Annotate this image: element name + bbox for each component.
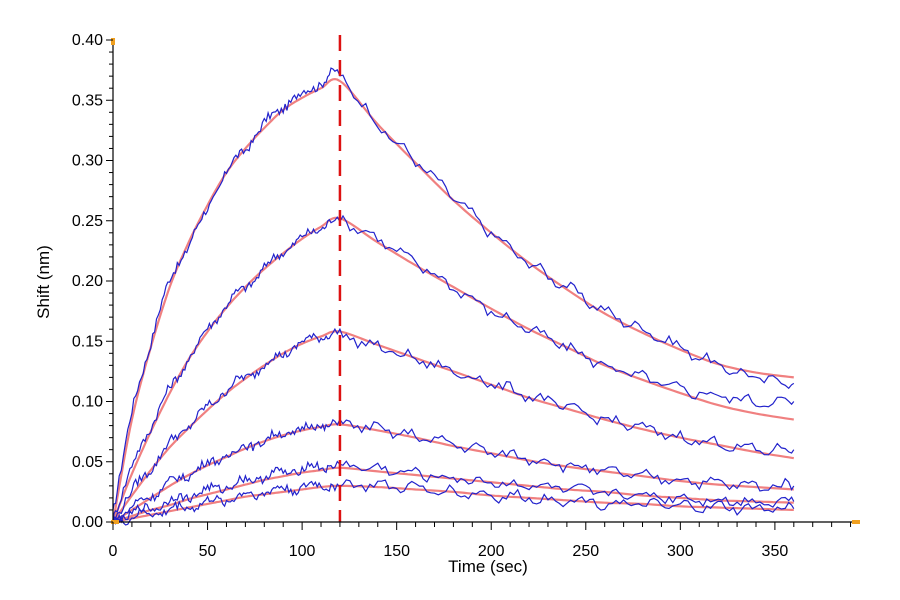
y-tick-label-8: 0.40 — [72, 32, 103, 49]
y-tick-label-2: 0.10 — [72, 394, 103, 411]
x-tick-label-250: 250 — [572, 543, 599, 560]
traces-layer — [111, 35, 795, 526]
x-tick-label-350: 350 — [762, 543, 789, 560]
measured-trace-3 — [112, 327, 795, 522]
x-axis-end-marker — [852, 520, 860, 524]
x-tick-label-100: 100 — [289, 543, 316, 560]
fit-curve-3 — [112, 330, 794, 523]
fit-curve-1 — [111, 77, 794, 523]
x-tick-label-50: 50 — [199, 543, 217, 560]
measured-trace-2 — [112, 214, 795, 522]
y-tick-label-5: 0.25 — [72, 213, 103, 230]
y-tick-label-0: 0.00 — [72, 514, 103, 531]
y-tick-label-3: 0.15 — [72, 333, 103, 350]
y-axis-title: Shift (nm) — [34, 245, 53, 319]
x-tick-label-0: 0 — [109, 543, 118, 560]
y-tick-label-7: 0.35 — [72, 92, 103, 109]
y-tick-label-6: 0.30 — [72, 153, 103, 170]
fit-curve-2 — [111, 216, 794, 523]
x-axis-ticks: 0 50 100 150 200 250 300 350 — [109, 522, 852, 560]
x-tick-label-300: 300 — [667, 543, 694, 560]
y-tick-label-1: 0.05 — [72, 454, 103, 471]
y-axis-end-marker — [111, 38, 115, 45]
x-tick-label-150: 150 — [383, 543, 410, 560]
y-axis-ticks: 0.00 0.05 0.10 0.15 0.20 0.25 0.30 0.35 0.40 — [72, 32, 113, 531]
origin-marker — [111, 520, 119, 524]
fit-curve-5 — [112, 466, 794, 524]
y-tick-label-4: 0.20 — [72, 273, 103, 290]
x-axis-title: Time (sec) — [448, 557, 528, 576]
x-tick-label-200: 200 — [478, 543, 505, 560]
